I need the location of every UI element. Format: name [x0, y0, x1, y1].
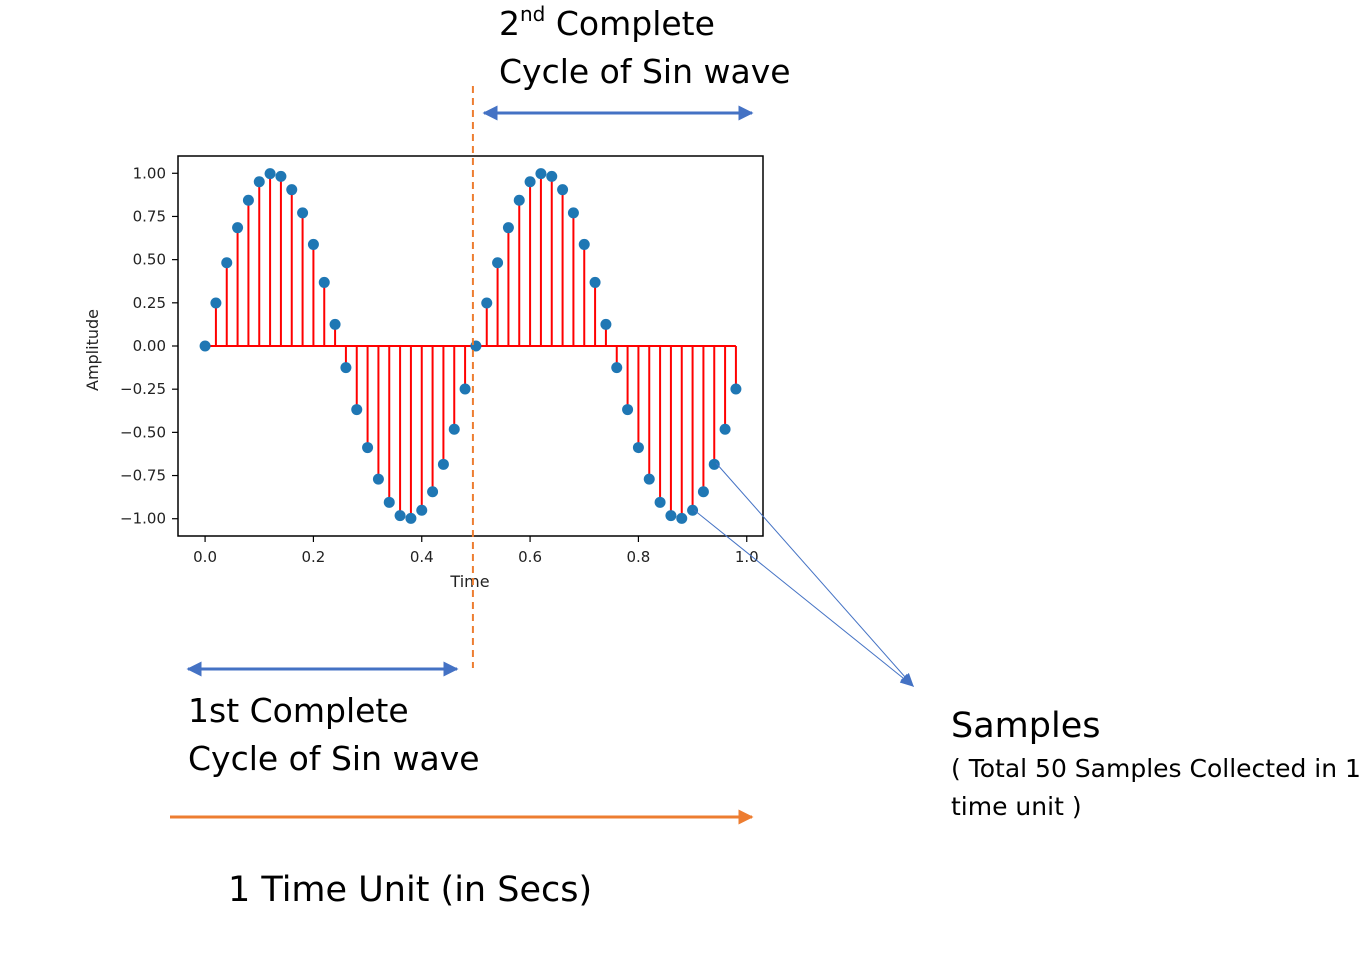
- samples-label: Samples ( Total 50 Samples Collected in …: [951, 702, 1361, 826]
- sample-markers: [199, 168, 742, 524]
- sample-point: [383, 496, 395, 508]
- sample-point: [502, 222, 514, 234]
- sample-point: [567, 207, 579, 219]
- sample-point: [362, 442, 374, 454]
- sample-point: [492, 257, 504, 269]
- sample-point: [643, 473, 655, 485]
- sample-point: [242, 194, 254, 206]
- sample-point: [730, 383, 742, 395]
- sample-point: [253, 176, 265, 188]
- sample-point: [232, 222, 244, 234]
- x-tick-label: 0.2: [301, 548, 325, 566]
- y-tick-label: 1.00: [133, 164, 166, 182]
- sample-point: [687, 504, 699, 516]
- sample-point: [622, 404, 634, 416]
- sample-point: [448, 423, 460, 435]
- y-tick-label: 0.75: [133, 207, 166, 225]
- sample-point: [578, 238, 590, 250]
- x-tick-label: 0.4: [410, 548, 434, 566]
- sample-point: [557, 184, 569, 196]
- first-cycle-label: 1st Complete Cycle of Sin wave: [188, 687, 480, 783]
- sample-point: [372, 473, 384, 485]
- y-tick-label: 0.25: [133, 294, 166, 312]
- sample-point: [307, 238, 319, 250]
- sample-point: [632, 442, 644, 454]
- y-axis-ticks: 1.00 0.75 0.50 0.25 0.00 −0.25 −0.50 −0.75 −1.00: [120, 164, 178, 528]
- y-tick-label: −1.00: [120, 510, 166, 528]
- x-tick-label: 0.8: [626, 548, 650, 566]
- sample-point: [351, 404, 363, 416]
- stem-chart: 1.00 0.75 0.50 0.25 0.00 −0.25 −0.50 −0.75 −1.00…: [83, 155, 764, 591]
- y-tick-label: −0.75: [120, 467, 166, 485]
- sample-point: [199, 340, 211, 352]
- y-tick-label: 0.50: [133, 251, 166, 269]
- sample-point: [275, 170, 287, 182]
- second-cycle-line2: Cycle of Sin wave: [499, 52, 791, 91]
- sample-point: [437, 458, 449, 470]
- sample-point: [405, 512, 417, 524]
- sample-point: [210, 297, 222, 309]
- sample-point: [221, 257, 233, 269]
- sample-point: [611, 362, 623, 374]
- sample-point: [416, 504, 428, 516]
- sample-point: [535, 168, 547, 180]
- stem-lines: [214, 173, 737, 519]
- sample-point: [654, 496, 666, 508]
- sample-point: [459, 383, 471, 395]
- sample-point: [708, 458, 720, 470]
- sample-point: [665, 510, 677, 522]
- sample-point: [697, 486, 709, 498]
- y-tick-label: −0.50: [120, 423, 166, 441]
- sample-point: [546, 170, 558, 182]
- sample-point: [264, 168, 276, 180]
- ordinal-number: 2: [499, 4, 520, 43]
- samples-title: Samples: [951, 706, 1101, 746]
- sample-point: [427, 486, 439, 498]
- sample-point: [394, 510, 406, 522]
- x-tick-label: 0.0: [193, 548, 217, 566]
- x-tick-label: 1.0: [735, 548, 759, 566]
- first-cycle-line1: 1st Complete: [188, 691, 409, 730]
- x-axis-ticks: 0.0 0.2 0.4 0.6 0.8 1.0: [193, 536, 759, 566]
- first-cycle-line2: Cycle of Sin wave: [188, 739, 480, 778]
- second-cycle-label: 2nd Complete Cycle of Sin wave: [499, 0, 791, 96]
- sample-point: [340, 362, 352, 374]
- samples-note-line1: ( Total 50 Samples Collected in 1: [951, 754, 1361, 783]
- y-axis-label: Amplitude: [83, 309, 102, 391]
- sample-point: [318, 276, 330, 288]
- sample-point: [329, 318, 341, 330]
- ordinal-suffix: nd: [520, 2, 546, 26]
- samples-pointer-1: [715, 462, 914, 688]
- second-cycle-line1: Complete: [545, 4, 715, 43]
- x-axis-label: Time: [449, 572, 489, 591]
- sample-point: [600, 318, 612, 330]
- time-unit-label: 1 Time Unit (in Secs): [228, 870, 593, 910]
- sample-point: [589, 276, 601, 288]
- y-tick-label: 0.00: [133, 337, 166, 355]
- sample-point: [676, 512, 688, 524]
- y-tick-label: −0.25: [120, 380, 166, 398]
- sample-point: [719, 423, 731, 435]
- x-tick-label: 0.6: [518, 548, 542, 566]
- samples-note-line2: time unit ): [951, 792, 1082, 821]
- sample-point: [481, 297, 493, 309]
- samples-pointer-2: [693, 509, 915, 687]
- sample-point: [524, 176, 536, 188]
- sample-point: [297, 207, 309, 219]
- sample-point: [286, 184, 298, 196]
- sample-point: [513, 194, 525, 206]
